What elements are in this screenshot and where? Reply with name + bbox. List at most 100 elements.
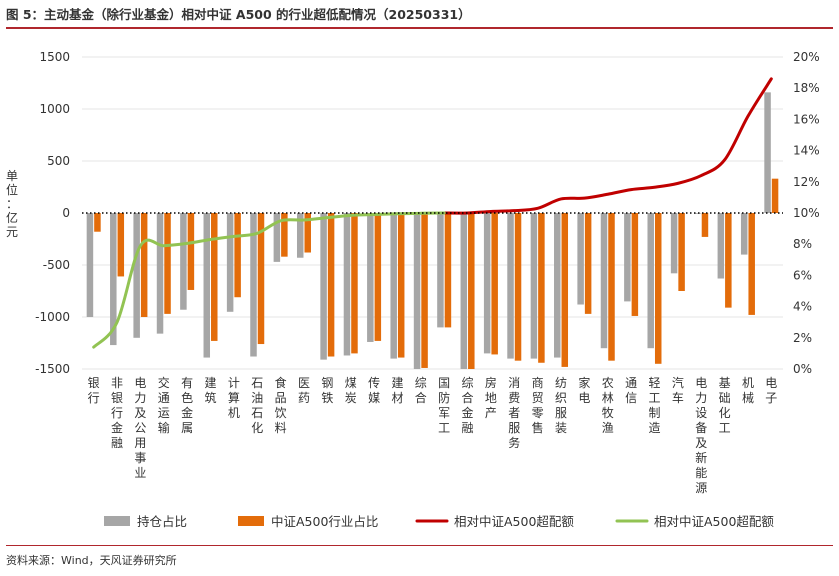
bar-index	[327, 213, 335, 357]
x-tick-label: 交通运输	[158, 375, 170, 435]
legend-swatch	[238, 516, 264, 526]
x-tick-label: 家电	[578, 375, 590, 405]
y-left-tick-label: -500	[43, 258, 70, 272]
bar-index	[725, 213, 732, 308]
bar-index	[397, 213, 405, 358]
bar-holding	[600, 213, 608, 349]
y-right-tick-label: 2%	[793, 331, 812, 345]
x-tick-label: 传媒	[368, 375, 380, 405]
bar-index	[374, 213, 382, 341]
axes: -1500 -1000 -500 0 500 1000 1500 0% 2% 4% 6% 8% 10% 1…	[6, 50, 820, 495]
bar-index	[491, 213, 498, 355]
x-tick-label: 建筑	[205, 376, 217, 405]
bar-index	[654, 213, 662, 364]
bar-index	[234, 213, 241, 298]
line-series	[92, 211, 446, 349]
x-tick-label: 农林牧渔	[602, 376, 614, 435]
x-tick-label: 电力设备及新能源	[695, 376, 707, 495]
bar-holding	[367, 213, 374, 342]
bar-holding	[624, 213, 631, 302]
y-right-tick-label: 8%	[793, 237, 812, 251]
bar-index	[771, 178, 779, 213]
legend-label: 持仓占比	[137, 514, 187, 529]
y-right-tick-label: 0%	[793, 362, 812, 376]
bar-holding	[110, 213, 117, 346]
bar-index	[608, 213, 615, 361]
bar-index	[304, 213, 311, 253]
bars	[86, 92, 779, 369]
bar-holding	[717, 213, 725, 279]
bar-index	[561, 213, 569, 367]
bar-holding	[437, 213, 444, 328]
x-tick-label: 食品饮料	[275, 375, 287, 435]
y-right-tick-label: 14%	[793, 144, 820, 158]
bar-holding	[156, 213, 164, 334]
x-tick-label: 机械	[742, 376, 754, 405]
x-tick-label: 通信	[625, 376, 637, 405]
x-tick-label: 商贸零售	[532, 375, 544, 435]
bar-index	[421, 213, 428, 368]
title-rule	[6, 27, 833, 29]
bar-index	[748, 213, 755, 315]
bar-holding	[343, 213, 351, 356]
x-tick-label: 建材	[391, 376, 403, 405]
bar-index	[468, 213, 475, 369]
x-tick-label: 纺织服装	[555, 376, 567, 435]
y-left-tick-label: 500	[47, 154, 70, 168]
bar-index	[164, 213, 171, 314]
x-tick-label: 汽车	[672, 375, 684, 405]
bar-holding	[554, 213, 561, 358]
legend-label: 中证A500行业占比	[271, 514, 378, 529]
bar-index	[94, 213, 101, 232]
bar-index	[678, 213, 685, 291]
bar-index	[140, 213, 148, 317]
bar-index	[701, 213, 709, 237]
bar-holding	[203, 213, 211, 358]
legend: 持仓占比 中证A500行业占比 相对中证A500超配额 相对中证A500超配额	[104, 514, 774, 529]
x-tick-label: 医药	[298, 376, 310, 405]
bar-holding	[226, 213, 234, 312]
y-right-tick-label: 18%	[793, 81, 820, 95]
x-tick-label: 综合	[415, 376, 427, 405]
y-right-tick-label: 20%	[793, 50, 820, 64]
x-tick-label: 石油石化	[251, 376, 263, 435]
bar-index	[117, 213, 125, 277]
bar-holding	[86, 213, 94, 317]
gridlines	[82, 56, 783, 370]
x-tick-label: 消费者服务	[508, 376, 520, 450]
bar-holding	[530, 213, 538, 359]
bar-holding	[483, 213, 491, 354]
legend-label: 相对中证A500超配额	[454, 514, 574, 529]
source-note: 资料来源：Wind，天风证券研究所	[6, 554, 177, 567]
y-left-tick-label: -1000	[35, 310, 70, 324]
x-tick-label: 计算机	[228, 376, 240, 420]
x-tick-label: 基础化工	[719, 376, 731, 435]
bar-holding	[507, 213, 514, 359]
bar-index	[187, 213, 195, 290]
x-tick-label: 电力及公用事业	[134, 376, 146, 480]
x-tick-label: 房地产	[485, 375, 497, 420]
x-tick-label: 有色金属	[181, 376, 193, 435]
bar-holding	[296, 213, 304, 258]
bar-holding	[390, 213, 397, 359]
bar-index	[538, 213, 545, 363]
bar-holding	[180, 213, 187, 310]
line-series	[442, 77, 773, 215]
y-left-tick-label: -1500	[35, 362, 70, 376]
x-tick-label: 煤炭	[345, 376, 357, 405]
bar-holding	[133, 213, 140, 338]
bar-holding	[764, 92, 771, 213]
y-right-tick-label: 10%	[793, 206, 820, 220]
bar-index	[281, 213, 288, 257]
bar-holding	[460, 213, 468, 369]
bar-holding	[670, 213, 678, 274]
y-left-tick-label: 0	[62, 206, 70, 220]
x-tick-label: 电子	[765, 376, 777, 405]
legend-label: 相对中证A500超配额	[654, 514, 774, 529]
bar-index	[584, 213, 592, 314]
bar-index	[444, 213, 452, 328]
bar-holding	[273, 213, 281, 262]
y-left-tick-label: 1000	[39, 102, 70, 116]
chart-title: 图 5：主动基金（除行业基金）相对中证 A500 的行业超低配情况（202503…	[6, 7, 471, 22]
bar-holding	[250, 213, 257, 357]
